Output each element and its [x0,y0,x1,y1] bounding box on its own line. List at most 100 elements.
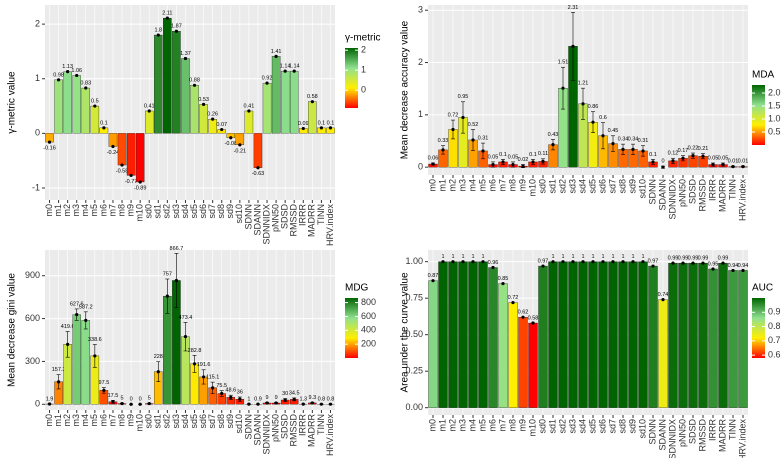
value-label: 1 [441,254,444,260]
point [129,173,133,178]
point [301,126,305,131]
legend-tick-label: 1.5 [768,100,781,110]
x-tick-label: m5 [89,414,99,427]
value-label: 757 [163,271,172,277]
point [441,148,445,152]
x-tick-label: IRRR [707,179,717,201]
point [731,268,735,273]
x-tick-label: sd4 [180,414,190,429]
point [211,117,215,121]
value-label: 48.6 [225,388,236,394]
point [102,126,106,130]
point [571,44,575,48]
value-label: 1 [461,254,464,260]
value-label: 1 [481,254,484,260]
value-label: 34.5 [289,390,300,396]
bar [608,261,618,408]
bar [508,302,518,408]
value-label: 1.41 [271,49,282,55]
point [671,159,675,163]
bar [81,320,91,405]
value-label: 0.26 [207,112,218,118]
point [741,165,745,169]
x-tick-label: IRRR [298,414,308,436]
y-tick-label: 2 [418,57,423,67]
x-tick-label: SDSD [687,419,697,445]
x-tick-label: TINN [727,419,737,440]
value-label: 0.95 [708,261,719,267]
value-label: 0.41 [244,103,255,109]
bar [488,267,498,408]
value-label: 0.88 [189,78,200,84]
value-label: 2.11 [162,11,172,17]
point [93,354,97,358]
x-tick-label: HRV.index [737,419,747,458]
x-tick-label: m7 [497,179,507,192]
bar [154,34,163,134]
point [247,402,251,406]
x-tick-label: m3 [457,179,467,192]
x-tick-label: SDSD [280,204,290,230]
point [319,402,324,406]
x-tick-label: pNN50 [270,204,280,232]
value-label: 9.3 [309,395,317,401]
bar [538,265,548,408]
point [461,115,465,120]
value-label: 866.7 [170,246,184,252]
value-label: 1.14 [280,64,291,70]
x-tick-label: sd0 [537,179,547,194]
x-tick-label: sd3 [567,179,577,194]
value-label: 1.3 [299,396,307,402]
value-label: 0.9 [254,396,262,402]
point [451,127,455,132]
point [491,265,495,270]
legend-tick-label: 800 [361,297,376,307]
point [691,261,695,265]
x-tick-label: m2 [62,414,72,427]
x-tick-label: m9 [125,414,135,427]
value-label: 0.22 [688,145,699,151]
point [451,260,455,264]
value-label: -0.63 [252,171,265,177]
value-label: 0.34 [628,137,639,143]
point [701,154,705,158]
x-tick-label: m10 [135,204,145,222]
point [75,73,79,78]
point [591,120,595,124]
value-label: 0.1 [100,120,108,126]
value-label: 0.12 [668,151,679,157]
value-label: 1 [591,254,594,260]
bar [199,104,208,134]
x-tick-label: MADRR [717,419,727,452]
x-tick-label: sd6 [597,419,607,434]
x-tick-label: SDNNIDX [261,414,271,455]
value-label: 0.1 [529,152,537,158]
value-label: 1 [641,254,644,260]
value-label: 5 [148,396,151,402]
x-tick-label: SDNN [243,204,253,230]
value-label: 473.4 [179,315,193,321]
point [138,180,142,184]
value-label: 0 [661,159,664,165]
value-label: 0.94 [738,263,749,269]
x-tick-label: m7 [497,419,507,432]
bar [190,85,199,134]
x-tick-label: RMSSD [697,179,707,212]
point [481,260,485,264]
value-label: 36 [237,389,243,395]
point [671,261,675,265]
bar [81,87,91,134]
point [274,54,278,58]
point [75,313,79,317]
point [192,362,197,366]
value-label: -0.21 [234,148,247,154]
x-tick-label: sd10 [234,204,244,224]
value-label: 17.5 [108,393,119,399]
point [229,136,233,140]
value-label: 0 [139,397,142,403]
value-label: 1.51 [558,60,569,66]
legend-tick-label: 1 [361,65,366,75]
point [156,33,160,37]
point [183,335,188,339]
